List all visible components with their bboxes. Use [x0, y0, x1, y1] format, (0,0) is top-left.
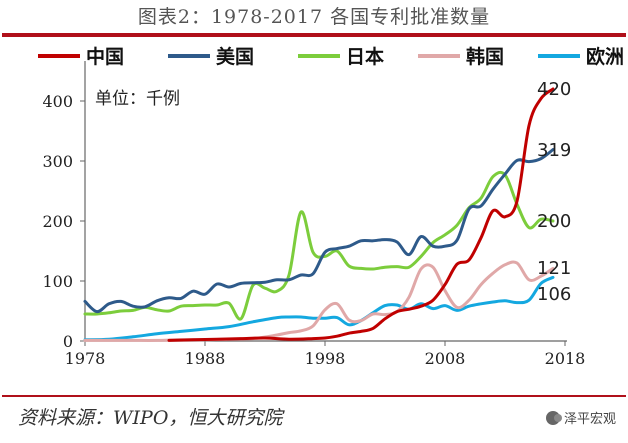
source-note: 资料来源：WIPO，恒大研究院	[18, 407, 283, 429]
x-tick-label: 1988	[185, 349, 226, 368]
axes: 0 100 200 300 400 1978 1988 1998 2008 2018	[42, 61, 585, 368]
y-tick-label: 100	[42, 272, 73, 291]
legend: 中国 美国 日本 韩国 欧洲	[38, 45, 624, 68]
legend-label: 日本	[346, 45, 384, 68]
series-line-0	[167, 87, 555, 342]
y-tick-label: 0	[63, 332, 73, 351]
series-line-2	[83, 170, 555, 321]
legend-label: 欧洲	[586, 45, 624, 68]
title-divider	[2, 33, 626, 37]
wechat-icon	[545, 410, 562, 425]
x-tick-label: 1978	[65, 349, 106, 368]
legend-label: 美国	[216, 45, 254, 68]
y-tick-label: 200	[42, 212, 73, 231]
footer-divider	[2, 395, 626, 397]
watermark-text: 泽平宏观	[563, 412, 616, 427]
y-tick-label: 300	[42, 152, 73, 171]
patent-line-chart: 中国 美国 日本 韩国 欧洲 单位：千例 0 100 200 300 400 1978 1988 19…	[38, 45, 624, 368]
legend-label: 中国	[86, 45, 124, 68]
y-tick-label: 400	[42, 92, 73, 111]
end-labels: 420 319 200 121 106	[537, 79, 571, 305]
end-value-label: 319	[537, 140, 571, 161]
watermark: 泽平宏观	[545, 408, 616, 427]
end-value-label: 420	[537, 79, 571, 100]
series-lines	[83, 87, 555, 342]
x-tick-label: 1998	[305, 349, 346, 368]
end-value-label: 121	[537, 258, 571, 279]
series-line-1	[83, 148, 555, 314]
x-tick-label: 2018	[545, 349, 586, 368]
legend-label: 韩国	[466, 45, 504, 68]
chart-title: 图表2：1978-2017 各国专利批准数量	[137, 6, 491, 28]
end-value-label: 106	[537, 284, 571, 305]
x-tick-label: 2008	[425, 349, 466, 368]
end-value-label: 200	[537, 211, 571, 232]
unit-label: 单位：千例	[95, 89, 180, 109]
